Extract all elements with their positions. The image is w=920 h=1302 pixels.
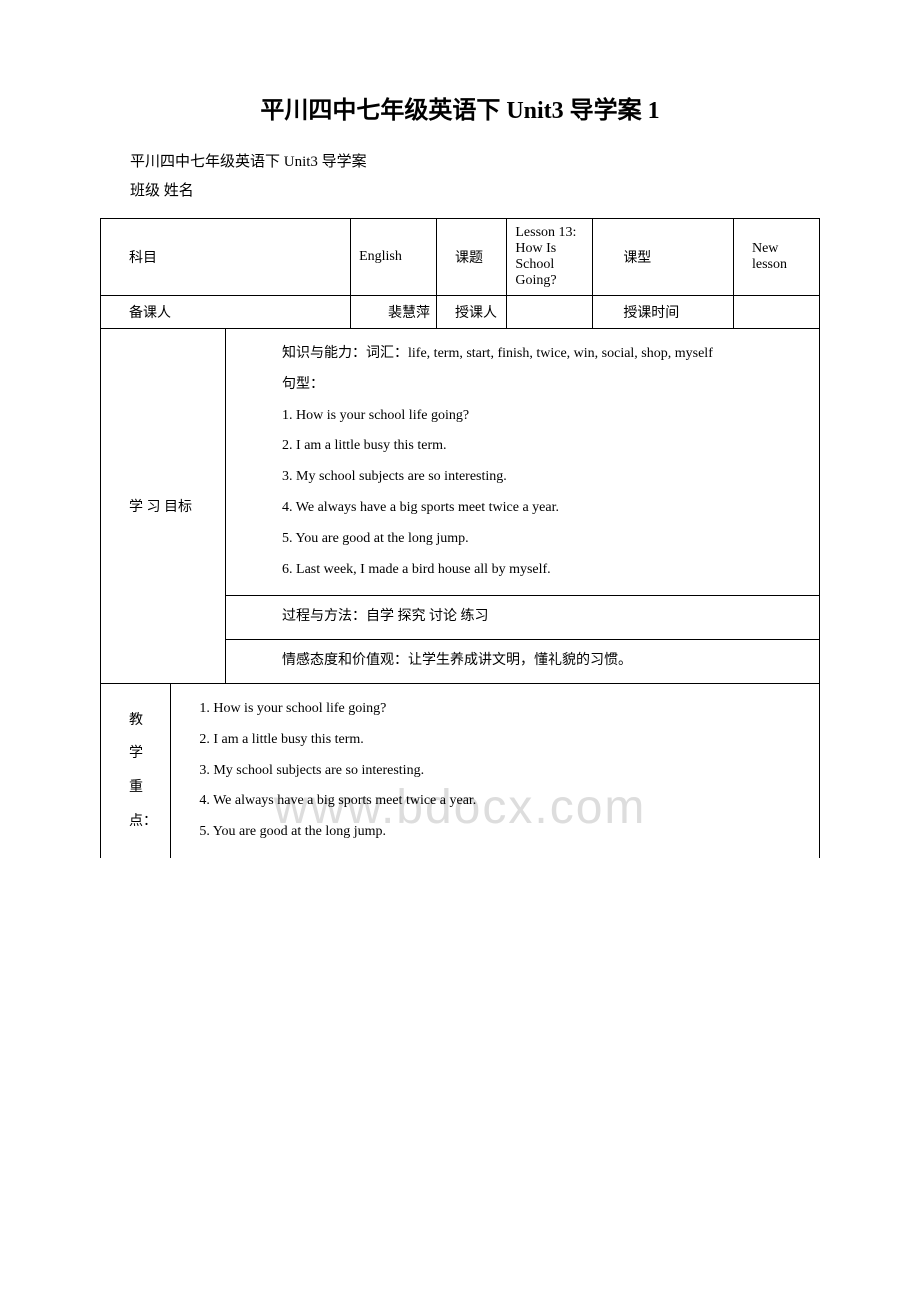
- knowledge-intro: 知识与能力：词汇：life, term, start, finish, twic…: [254, 339, 811, 370]
- time-label: 授课时间: [593, 296, 734, 329]
- header-row: 科目 English 课题 Lesson 13: How Is School G…: [101, 219, 820, 296]
- type-value: New lesson: [733, 219, 819, 296]
- subtitle: 平川四中七年级英语下 Unit3 导学案: [100, 150, 820, 171]
- subject-label: 科目: [101, 219, 351, 296]
- sentence-5: 5. You are good at the long jump.: [254, 524, 811, 555]
- preparer-value: 裴慧萍: [351, 296, 437, 329]
- sentence-1: 1. How is your school life going?: [254, 401, 811, 432]
- teacher-value: [507, 296, 593, 329]
- sentence-label: 句型：: [254, 370, 811, 401]
- sentence-6: 6. Last week, I made a bird house all by…: [254, 555, 811, 586]
- topic-label: 课题: [437, 219, 507, 296]
- preparer-row: 备课人 裴慧萍 授课人 授课时间: [101, 296, 820, 329]
- subject-value: English: [351, 219, 437, 296]
- objectives-attitude: 情感态度和价值观：让学生养成讲文明，懂礼貌的习惯。: [226, 640, 820, 684]
- class-info: 班级 姓名: [100, 179, 820, 200]
- keypoint-2: 2. I am a little busy this term.: [199, 725, 811, 756]
- keypoint-1: 1. How is your school life going?: [199, 694, 811, 725]
- keypoint-3: 3. My school subjects are so interesting…: [199, 756, 811, 787]
- preparer-label: 备课人: [101, 296, 351, 329]
- sentence-3: 3. My school subjects are so interesting…: [254, 462, 811, 493]
- topic-value: Lesson 13: How Is School Going?: [507, 219, 593, 296]
- sentence-4: 4. We always have a big sports meet twic…: [254, 493, 811, 524]
- keypoint-4: 4. We always have a big sports meet twic…: [199, 786, 811, 817]
- objectives-knowledge: 知识与能力：词汇：life, term, start, finish, twic…: [226, 329, 820, 596]
- keypoint-5: 5. You are good at the long jump.: [199, 817, 811, 848]
- keypoints-content: 1. How is your school life going? 2. I a…: [171, 683, 820, 857]
- main-table: 科目 English 课题 Lesson 13: How Is School G…: [100, 218, 820, 858]
- page-title: 平川四中七年级英语下 Unit3 导学案 1: [100, 90, 820, 125]
- sentence-2: 2. I am a little busy this term.: [254, 431, 811, 462]
- keypoints-row: 教 学 重 点： 1. How is your school life goin…: [101, 683, 820, 857]
- objectives-process: 过程与方法：自学 探究 讨论 练习: [226, 596, 820, 640]
- objectives-label: 学 习 目标: [101, 329, 226, 684]
- time-value: [733, 296, 819, 329]
- type-label: 课型: [593, 219, 734, 296]
- keypoints-label: 教 学 重 点：: [101, 683, 171, 857]
- objectives-row-1: 学 习 目标 知识与能力：词汇：life, term, start, finis…: [101, 329, 820, 596]
- teacher-label: 授课人: [437, 296, 507, 329]
